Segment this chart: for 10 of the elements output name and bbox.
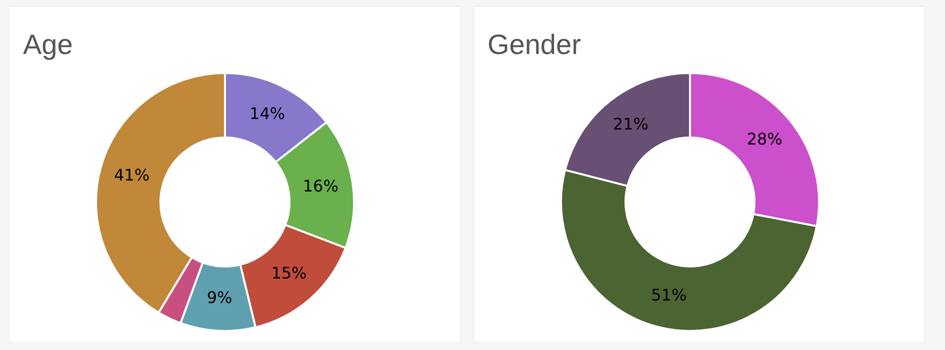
data-label: 16% bbox=[302, 176, 338, 196]
data-label: 51% bbox=[650, 286, 686, 305]
data-label: 15% bbox=[271, 264, 307, 283]
data-label: 9% bbox=[206, 288, 232, 307]
chart-title: Gender bbox=[488, 29, 581, 61]
data-label: 14% bbox=[250, 104, 286, 124]
chart-title: Age bbox=[23, 29, 73, 61]
data-label: 41% bbox=[114, 165, 150, 184]
data-label: 21% bbox=[612, 114, 648, 134]
data-label: 28% bbox=[746, 129, 782, 148]
